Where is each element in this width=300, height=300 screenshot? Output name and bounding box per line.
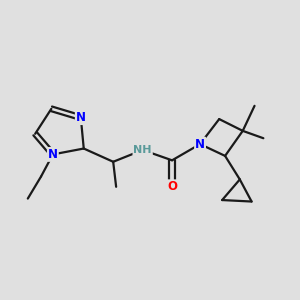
Text: N: N [48, 148, 58, 161]
Text: N: N [76, 111, 86, 124]
Text: O: O [167, 180, 177, 193]
Text: N: N [195, 138, 205, 151]
Text: NH: NH [134, 145, 152, 155]
